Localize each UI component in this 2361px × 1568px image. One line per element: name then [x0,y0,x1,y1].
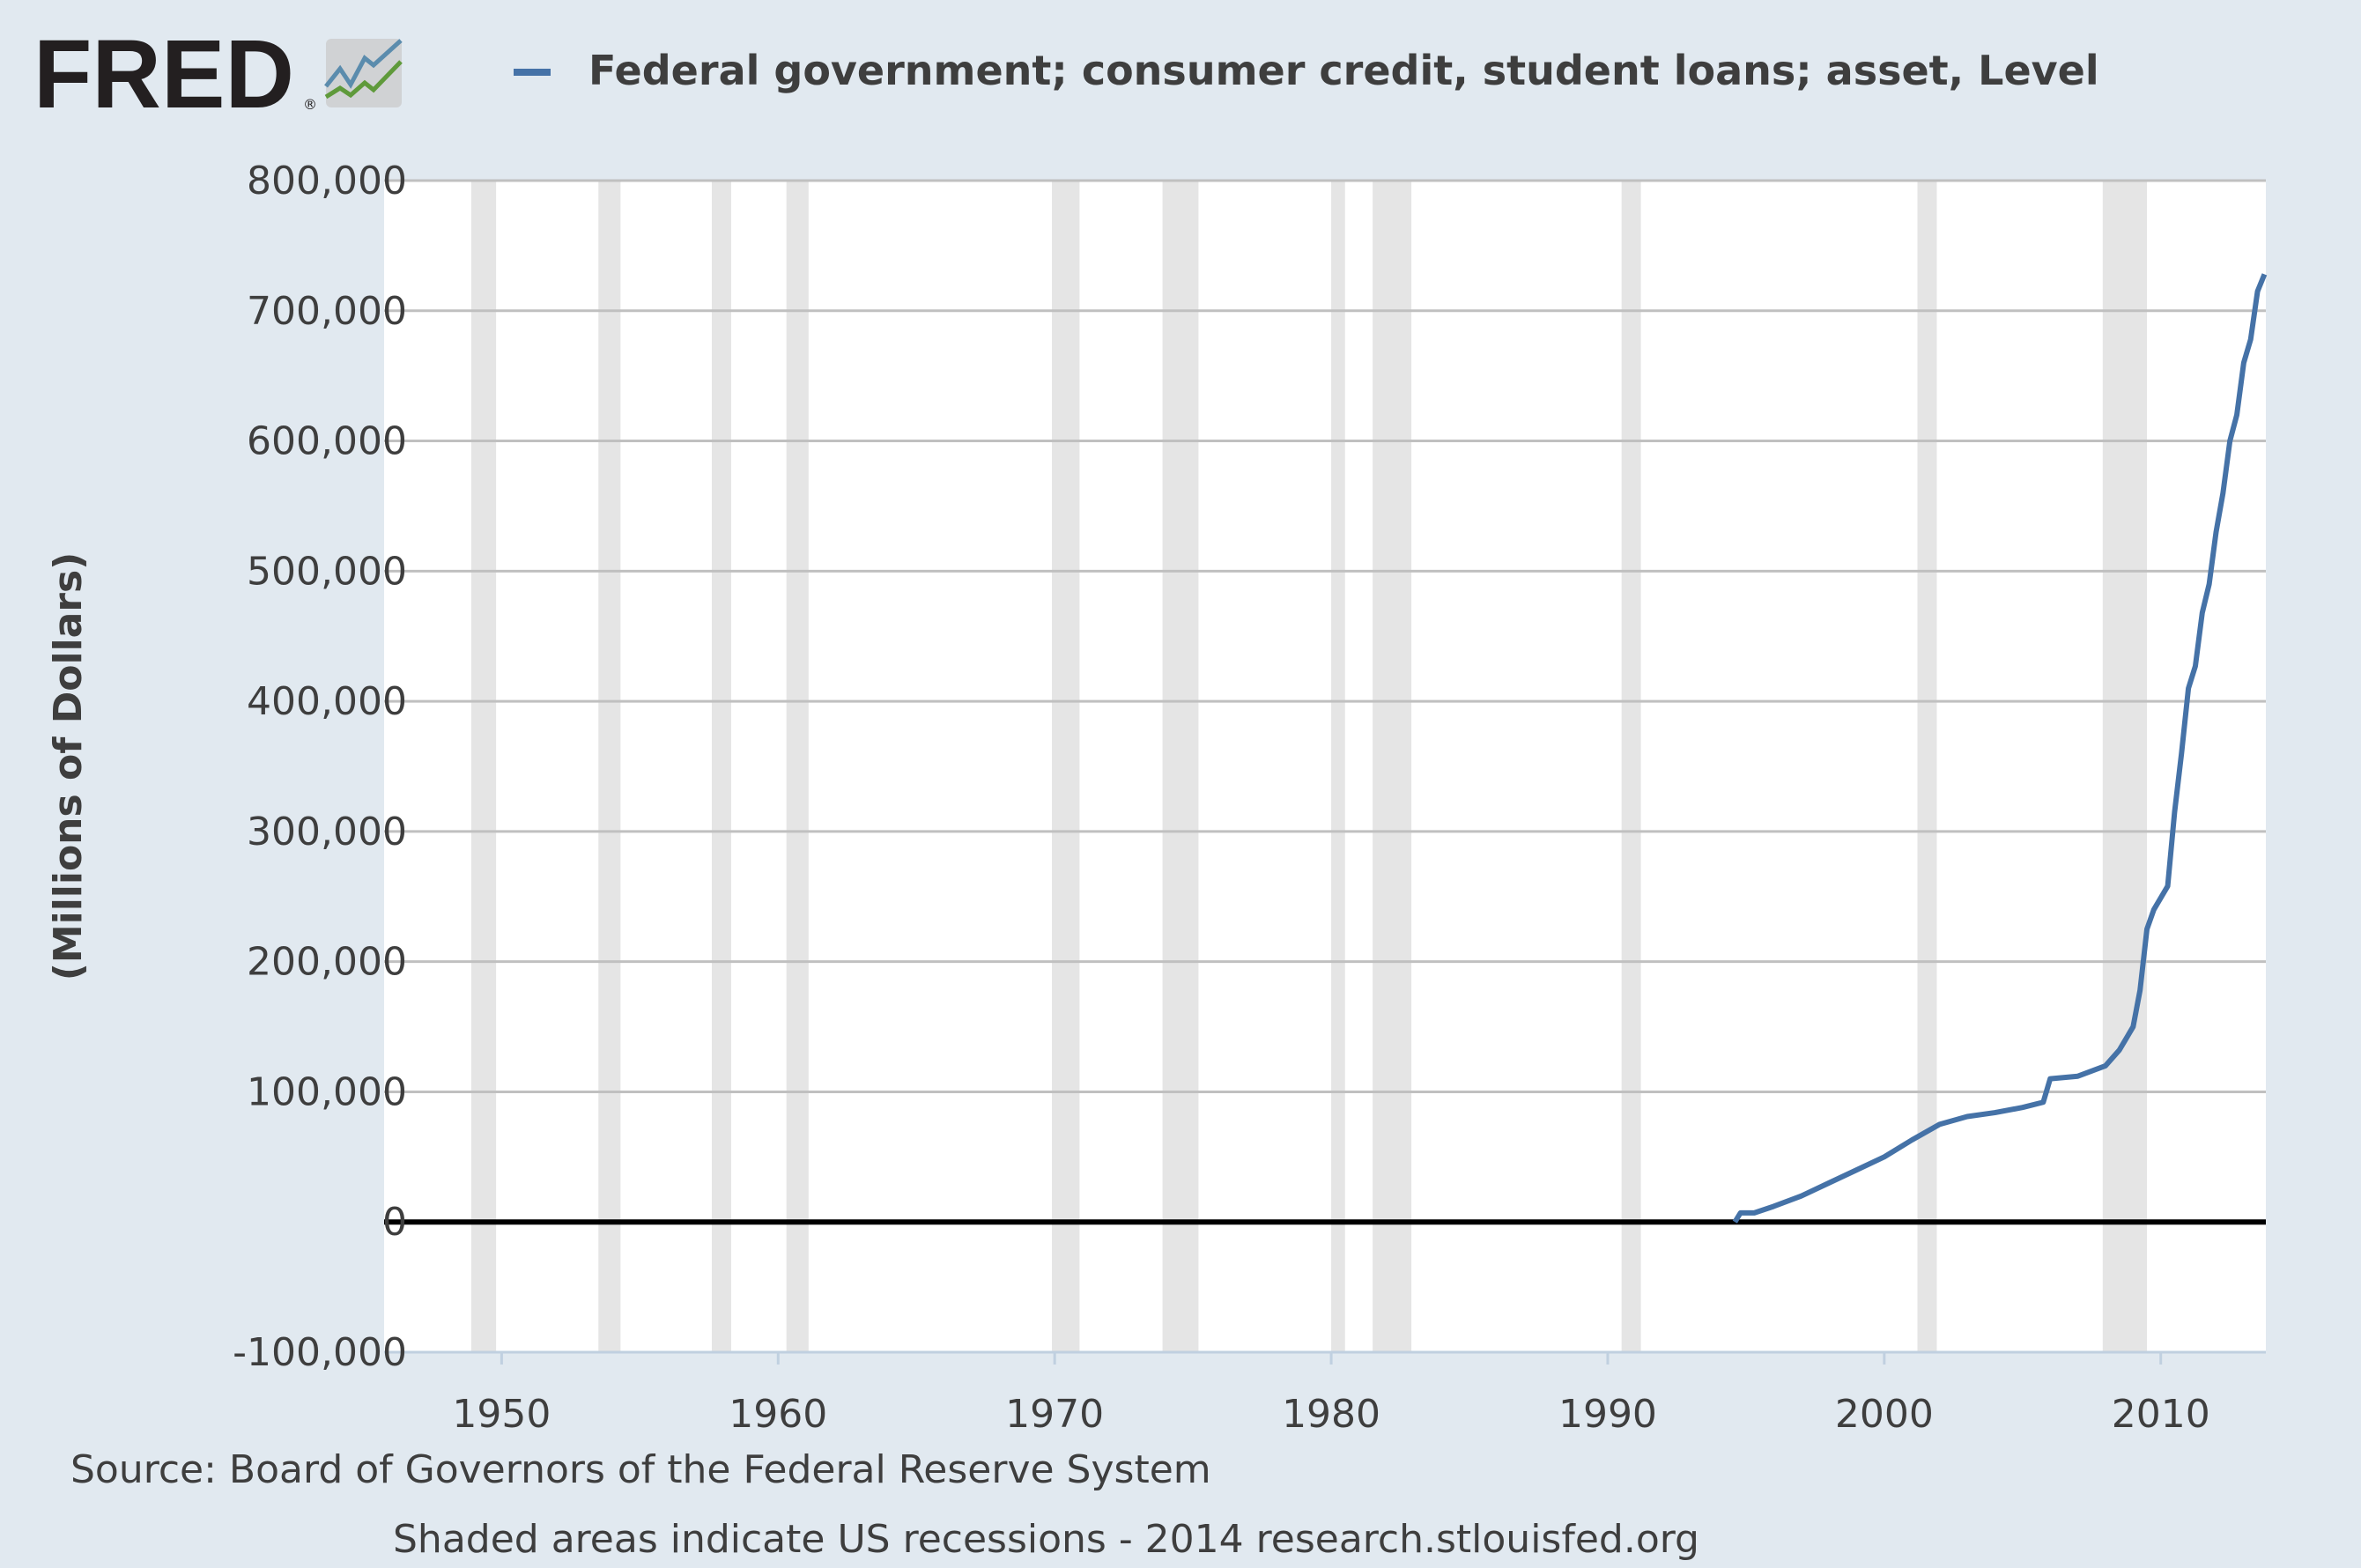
y-tick-label: 500,000 [247,549,407,594]
y-tick-label: -100,000 [233,1330,407,1375]
recession-band [1373,181,1412,1352]
recession-band [1917,181,1937,1352]
recession-band [1621,181,1641,1352]
x-tick-label: 1950 [452,1392,551,1437]
y-tick-label: 600,000 [247,419,407,464]
plot-area [384,181,2266,1352]
recession-band [1331,181,1345,1352]
x-tick-label: 2000 [1835,1392,1934,1437]
x-tick-label: 2010 [2112,1392,2210,1437]
recession-band [470,181,497,1352]
y-axis-label: (Millions of Dollars) [46,552,91,981]
y-tick-label: 800,000 [247,159,407,203]
y-tick-label: 300,000 [247,810,407,854]
recession-band [1162,181,1199,1352]
x-tick-label: 1980 [1282,1392,1380,1437]
y-tick-label: 0 [382,1200,407,1245]
y-tick-label: 400,000 [247,679,407,724]
x-tick-label: 1960 [729,1392,827,1437]
legend: Federal government; consumer credit, stu… [514,47,2099,94]
source-note: Source: Board of Governors of the Federa… [70,1447,1211,1492]
logo-text: FRED [33,20,294,129]
logo-chart-icon [324,39,403,107]
recession-band [786,181,809,1352]
legend-swatch [514,69,551,76]
logo-registered: ® [303,96,317,113]
x-tick-label: 1970 [1005,1392,1104,1437]
recession-band [2102,181,2148,1352]
x-tick-label: 1990 [1558,1392,1657,1437]
fred-logo: FRED ® [33,20,403,129]
y-tick-label: 700,000 [247,289,407,334]
recession-band [1052,181,1080,1352]
y-tick-label: 100,000 [247,1069,407,1114]
series-line [1732,273,2268,1224]
recession-band [711,181,731,1352]
legend-label: Federal government; consumer credit, stu… [588,47,2099,94]
recession-band [598,181,621,1352]
footer-note: Shaded areas indicate US recessions - 20… [393,1517,1699,1562]
y-tick-label: 200,000 [247,940,407,985]
